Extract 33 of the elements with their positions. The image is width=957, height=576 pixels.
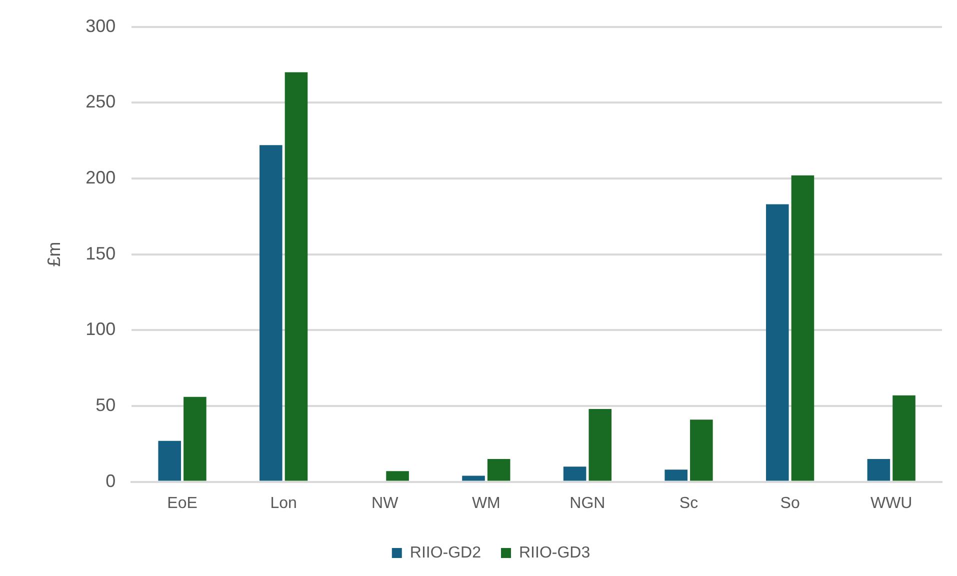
bar: [766, 204, 789, 481]
x-tick-label: WWU: [870, 494, 912, 512]
legend-label: RIIO-GD3: [519, 544, 590, 562]
y-tick-label: 200: [86, 167, 116, 188]
y-tick-label: 0: [106, 470, 116, 491]
bar: [386, 471, 409, 481]
bar: [462, 476, 485, 481]
y-axis-title: £m: [44, 242, 64, 267]
legend-label: RIIO-GD2: [410, 544, 482, 562]
y-tick-label: 150: [86, 243, 116, 264]
y-tick-label: 50: [96, 394, 116, 415]
bar: [892, 395, 916, 481]
bar: [487, 459, 510, 481]
x-tick-label: Lon: [270, 494, 297, 512]
bar: [867, 459, 890, 481]
bar: [588, 409, 612, 481]
bar: [791, 175, 814, 481]
bar: [158, 440, 182, 481]
x-tick-label: NGN: [570, 494, 606, 512]
x-tick-label: So: [780, 494, 800, 512]
bar: [563, 466, 586, 481]
y-tick-label: 100: [86, 319, 116, 340]
y-tick-label: 300: [86, 16, 116, 36]
bar: [690, 420, 713, 481]
bar: [260, 145, 282, 481]
x-tick-label: WM: [472, 494, 500, 512]
bar: [184, 396, 206, 481]
bar: [664, 470, 688, 481]
bar: [284, 72, 308, 481]
x-tick-label: NW: [372, 494, 400, 512]
x-tick-label: Sc: [679, 494, 698, 512]
x-tick-label: EoE: [167, 494, 198, 512]
y-tick-label: 250: [86, 92, 116, 112]
